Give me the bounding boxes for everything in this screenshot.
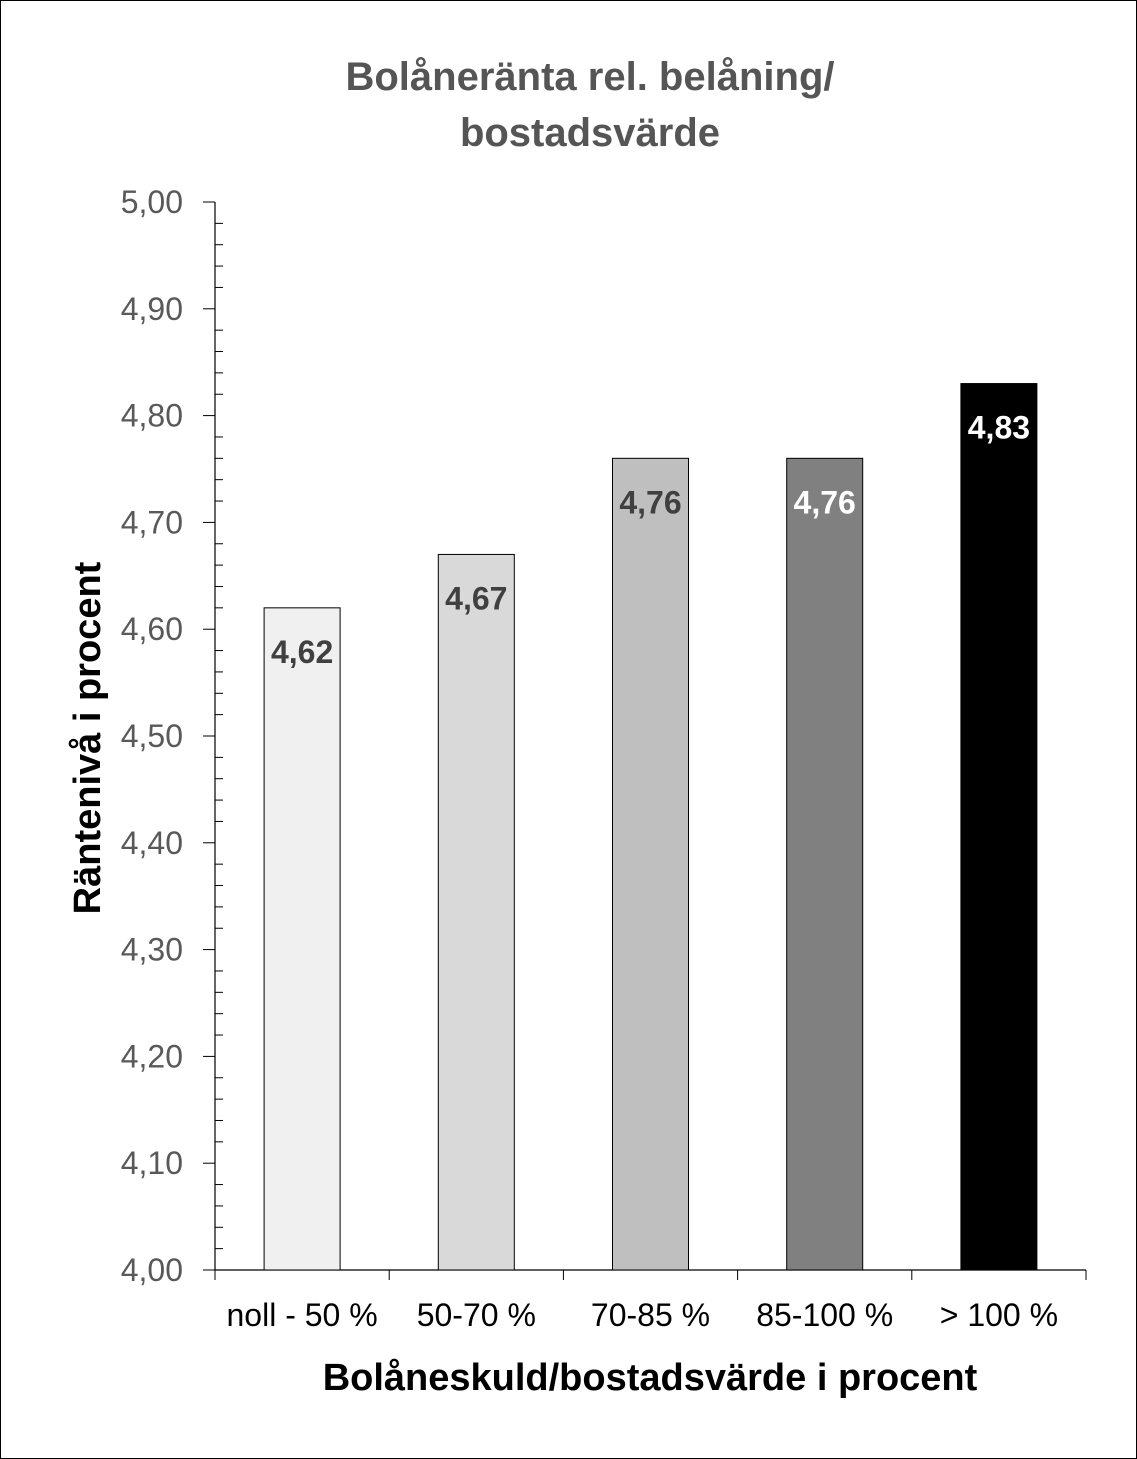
y-tick-label: 4,80 — [121, 398, 183, 434]
y-tick-label: 5,00 — [121, 184, 183, 220]
y-tick-label: 4,90 — [121, 291, 183, 327]
bar — [612, 457, 689, 1271]
y-axis: 4,00 4,10 4,20 4,30 4,40 4,50 4,60 4,70 4,80 4,90… — [121, 184, 223, 1288]
y-tick-label: 4,70 — [121, 504, 183, 540]
data-label: 4,83 — [968, 410, 1030, 446]
y-tick-label: 4,20 — [121, 1038, 183, 1074]
x-category-label: 85-100 % — [756, 1297, 893, 1333]
data-label: 4,76 — [619, 484, 681, 520]
y-tick-label: 4,40 — [121, 825, 183, 861]
data-label: 4,76 — [794, 484, 856, 520]
x-category-label: > 100 % — [940, 1297, 1058, 1333]
y-tick-label: 4,60 — [121, 611, 183, 647]
y-tick-label: 4,30 — [121, 932, 183, 968]
bars — [263, 383, 1038, 1271]
chart-title-line-2: bostadsvärde — [460, 111, 720, 155]
data-labels: 4,62 4,67 4,76 4,76 4,83 — [271, 410, 1030, 670]
bar — [960, 383, 1038, 1271]
bar — [263, 607, 341, 1271]
y-axis-title: Räntenivå i procent — [67, 561, 109, 914]
x-category-label: 50-70 % — [417, 1297, 536, 1333]
data-label: 4,67 — [445, 580, 507, 616]
x-axis-title: Bolåneskuld/bostadsvärde i procent — [323, 1357, 978, 1399]
x-category-label: 70-85 % — [591, 1297, 710, 1333]
bar — [786, 457, 864, 1271]
x-category-label: noll - 50 % — [227, 1297, 378, 1333]
bar — [437, 553, 515, 1271]
y-tick-label: 4,00 — [121, 1252, 183, 1288]
x-axis: noll - 50 % 50-70 % 70-85 % 85-100 % > 100 % — [214, 1269, 1087, 1333]
chart-title-line-1: Bolåneränta rel. belåning/ — [345, 55, 834, 99]
y-tick-label: 4,50 — [121, 718, 183, 754]
data-label: 4,62 — [271, 634, 333, 670]
y-tick-label: 4,10 — [121, 1145, 183, 1181]
